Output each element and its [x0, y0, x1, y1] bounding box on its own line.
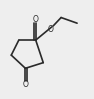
- Text: O: O: [22, 80, 28, 89]
- Text: O: O: [33, 15, 39, 24]
- Text: O: O: [47, 25, 53, 34]
